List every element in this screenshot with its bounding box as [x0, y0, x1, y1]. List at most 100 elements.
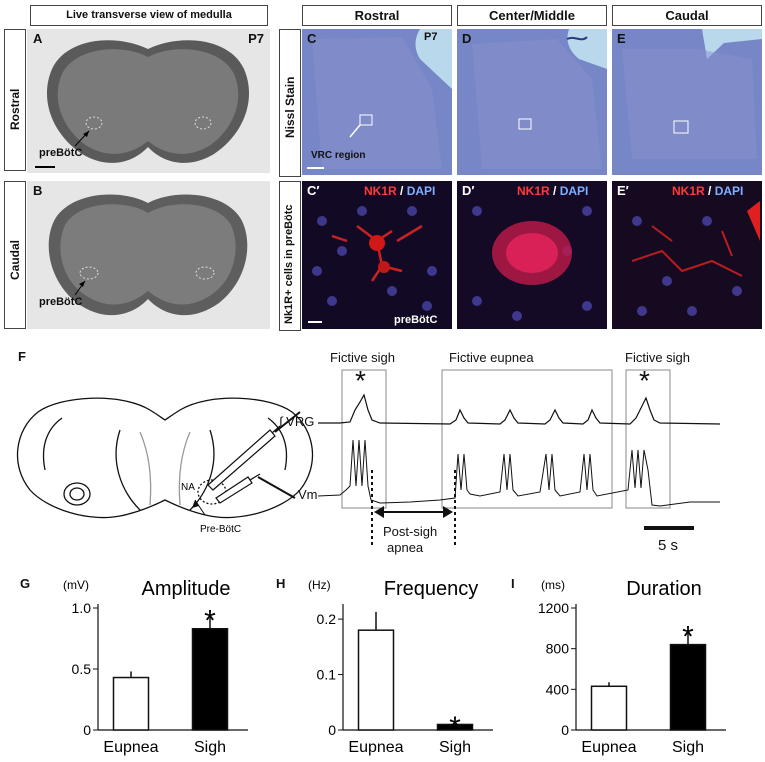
vm-trace	[317, 439, 720, 507]
nissl-image-c	[302, 29, 452, 175]
nk1r-slash-d: /	[549, 184, 560, 198]
chart-amplitude: (mV) Amplitude 0 0.5 1.0 Eupnea * Sigh	[63, 578, 248, 756]
panel-i-letter: I	[511, 576, 515, 591]
amplitude-bar-sigh	[191, 627, 229, 731]
row-label-nissl: Nissl Stain	[283, 76, 297, 138]
frequency-category-label: Sigh	[439, 739, 471, 756]
frequency-title: Frequency	[384, 578, 479, 600]
slice-schematic	[16, 397, 314, 519]
duration-bar-eupnea	[590, 685, 628, 731]
panel-c-vrc: VRC region	[311, 150, 366, 161]
panel-a-age: P7	[248, 31, 264, 46]
dapi-slash-e: /	[704, 184, 715, 198]
duration-category-label: Eupnea	[581, 739, 636, 756]
col-header-middle: Center/Middle	[457, 5, 607, 26]
col-header-middle-text: Center/Middle	[489, 8, 575, 23]
label-box-nissl: Nissl Stain	[279, 29, 301, 177]
label-box-nk1r: Nk1R+ cells in preBötc	[279, 181, 301, 331]
panel-e-letter: E	[617, 31, 626, 46]
frequency-category-label: Eupnea	[348, 739, 403, 756]
amplitude-unit: (mV)	[63, 578, 89, 592]
label-apnea: apnea	[387, 540, 424, 555]
nk1r-image-d-prime	[472, 206, 592, 321]
panel-b-letter: B	[33, 183, 43, 198]
nk1r-image-e-prime	[631, 201, 760, 316]
panel-c-age: P7	[424, 31, 438, 43]
frequency-tick-label: 0	[328, 722, 336, 738]
panel-d-prime-nk1r: D′ NK1R / DAPI	[457, 181, 607, 329]
na-label: NA	[181, 482, 195, 493]
panel-c-nissl: C P7 VRC region	[302, 29, 452, 175]
col-header-caudal: Caudal	[612, 5, 762, 26]
row-label-caudal: Caudal	[8, 239, 22, 280]
duration-tick-label: 1200	[538, 600, 569, 616]
electrodes	[207, 425, 281, 504]
label-box-caudal: Caudal	[4, 181, 26, 329]
duration-category-label: Sigh	[672, 739, 704, 756]
label-vm: Vm	[298, 487, 318, 502]
chart-duration: (ms) Duration 0 400 800 1200 Eupnea * Sigh	[538, 578, 726, 756]
amplitude-significance-star: *	[204, 605, 216, 638]
panel-a-prebotc: preBötC	[39, 147, 83, 159]
panel-d-prime-legend: NK1R / DAPI	[517, 184, 588, 198]
nk1r-marker-c: NK1R	[364, 184, 397, 198]
duration-title: Duration	[626, 578, 702, 600]
dapi-marker-d: DAPI	[559, 184, 589, 198]
panel-c-letter: C	[307, 31, 317, 46]
amplitude-tick-label: 1.0	[72, 600, 92, 616]
duration-bar-sigh	[669, 643, 707, 731]
frequency-bar-eupnea	[357, 629, 395, 731]
label-box-rostral: Rostral	[4, 29, 26, 171]
pre-botc-label: Pre-BötC	[200, 524, 241, 535]
label-fictive-sigh-2: Fictive sigh	[625, 350, 691, 365]
duration-tick-label: 400	[546, 681, 570, 697]
frequency-tick-label: 0.2	[317, 611, 337, 627]
frequency-significance-star: *	[449, 711, 461, 744]
panel-b-image: B preBötC	[27, 181, 270, 329]
vrg-trace	[318, 393, 721, 425]
amplitude-title: Amplitude	[142, 578, 231, 600]
nissl-image-e	[612, 29, 762, 175]
live-view-header-text: Live transverse view of medulla	[66, 9, 232, 21]
label-post-sigh: Post-sigh	[383, 524, 438, 539]
panel-f-letter: F	[18, 349, 26, 364]
amplitude-category-label: Eupnea	[103, 739, 158, 756]
label-scale: 5 s	[658, 537, 679, 554]
medulla-live-image-b	[48, 194, 248, 316]
panel-c-prime-nk1r: C′ NK1R / DAPI preBötC	[302, 181, 452, 329]
panel-d-nissl: D	[457, 29, 607, 175]
dapi-marker-c: DAPI	[406, 184, 436, 198]
chart-frequency: (Hz) Frequency 0 0.1 0.2 Eupnea *Sigh	[308, 578, 493, 756]
row-label-rostral: Rostral	[8, 88, 22, 130]
panel-c-prime-prebotc: preBötC	[394, 314, 438, 326]
frequency-unit: (Hz)	[308, 578, 331, 592]
frequency-tick-label: 0.1	[317, 667, 337, 683]
panel-e-prime-nk1r: E′ NK1R / DAPI	[612, 181, 762, 329]
panel-c-prime-letter: C′	[307, 183, 320, 198]
nk1r-image-c-prime	[308, 206, 437, 323]
row-label-nk1r: Nk1R+ cells in preBötc	[283, 204, 295, 324]
panel-e-prime-legend: NK1R / DAPI	[672, 184, 743, 198]
amplitude-bar-eupnea	[112, 676, 150, 731]
nk1r-slash-c: /	[396, 184, 407, 198]
amplitude-category-label: Sigh	[194, 739, 226, 756]
medulla-live-image-a	[35, 40, 250, 168]
duration-tick-label: 0	[561, 722, 569, 738]
recording-figure: NA Pre-BötC	[16, 369, 721, 545]
col-header-caudal-text: Caudal	[665, 8, 709, 23]
col-header-rostral: Rostral	[302, 5, 452, 26]
panel-a-letter: A	[33, 31, 43, 46]
panel-a-image: A P7 preBötC	[27, 29, 270, 173]
panel-g-letter: G	[20, 576, 31, 591]
amplitude-tick-label: 0	[83, 722, 91, 738]
panel-d-prime-letter: D′	[462, 183, 475, 198]
duration-significance-star: *	[682, 620, 694, 653]
live-view-header: Live transverse view of medulla	[30, 5, 268, 26]
amplitude-tick-label: 0.5	[72, 661, 92, 677]
panel-h-letter: H	[276, 576, 286, 591]
sigh-star-2: *	[639, 365, 650, 396]
label-fictive-eupnea: Fictive eupnea	[449, 350, 534, 365]
duration-unit: (ms)	[541, 578, 565, 592]
col-header-rostral-text: Rostral	[354, 8, 400, 23]
label-fictive-sigh-1: Fictive sigh	[330, 350, 396, 365]
